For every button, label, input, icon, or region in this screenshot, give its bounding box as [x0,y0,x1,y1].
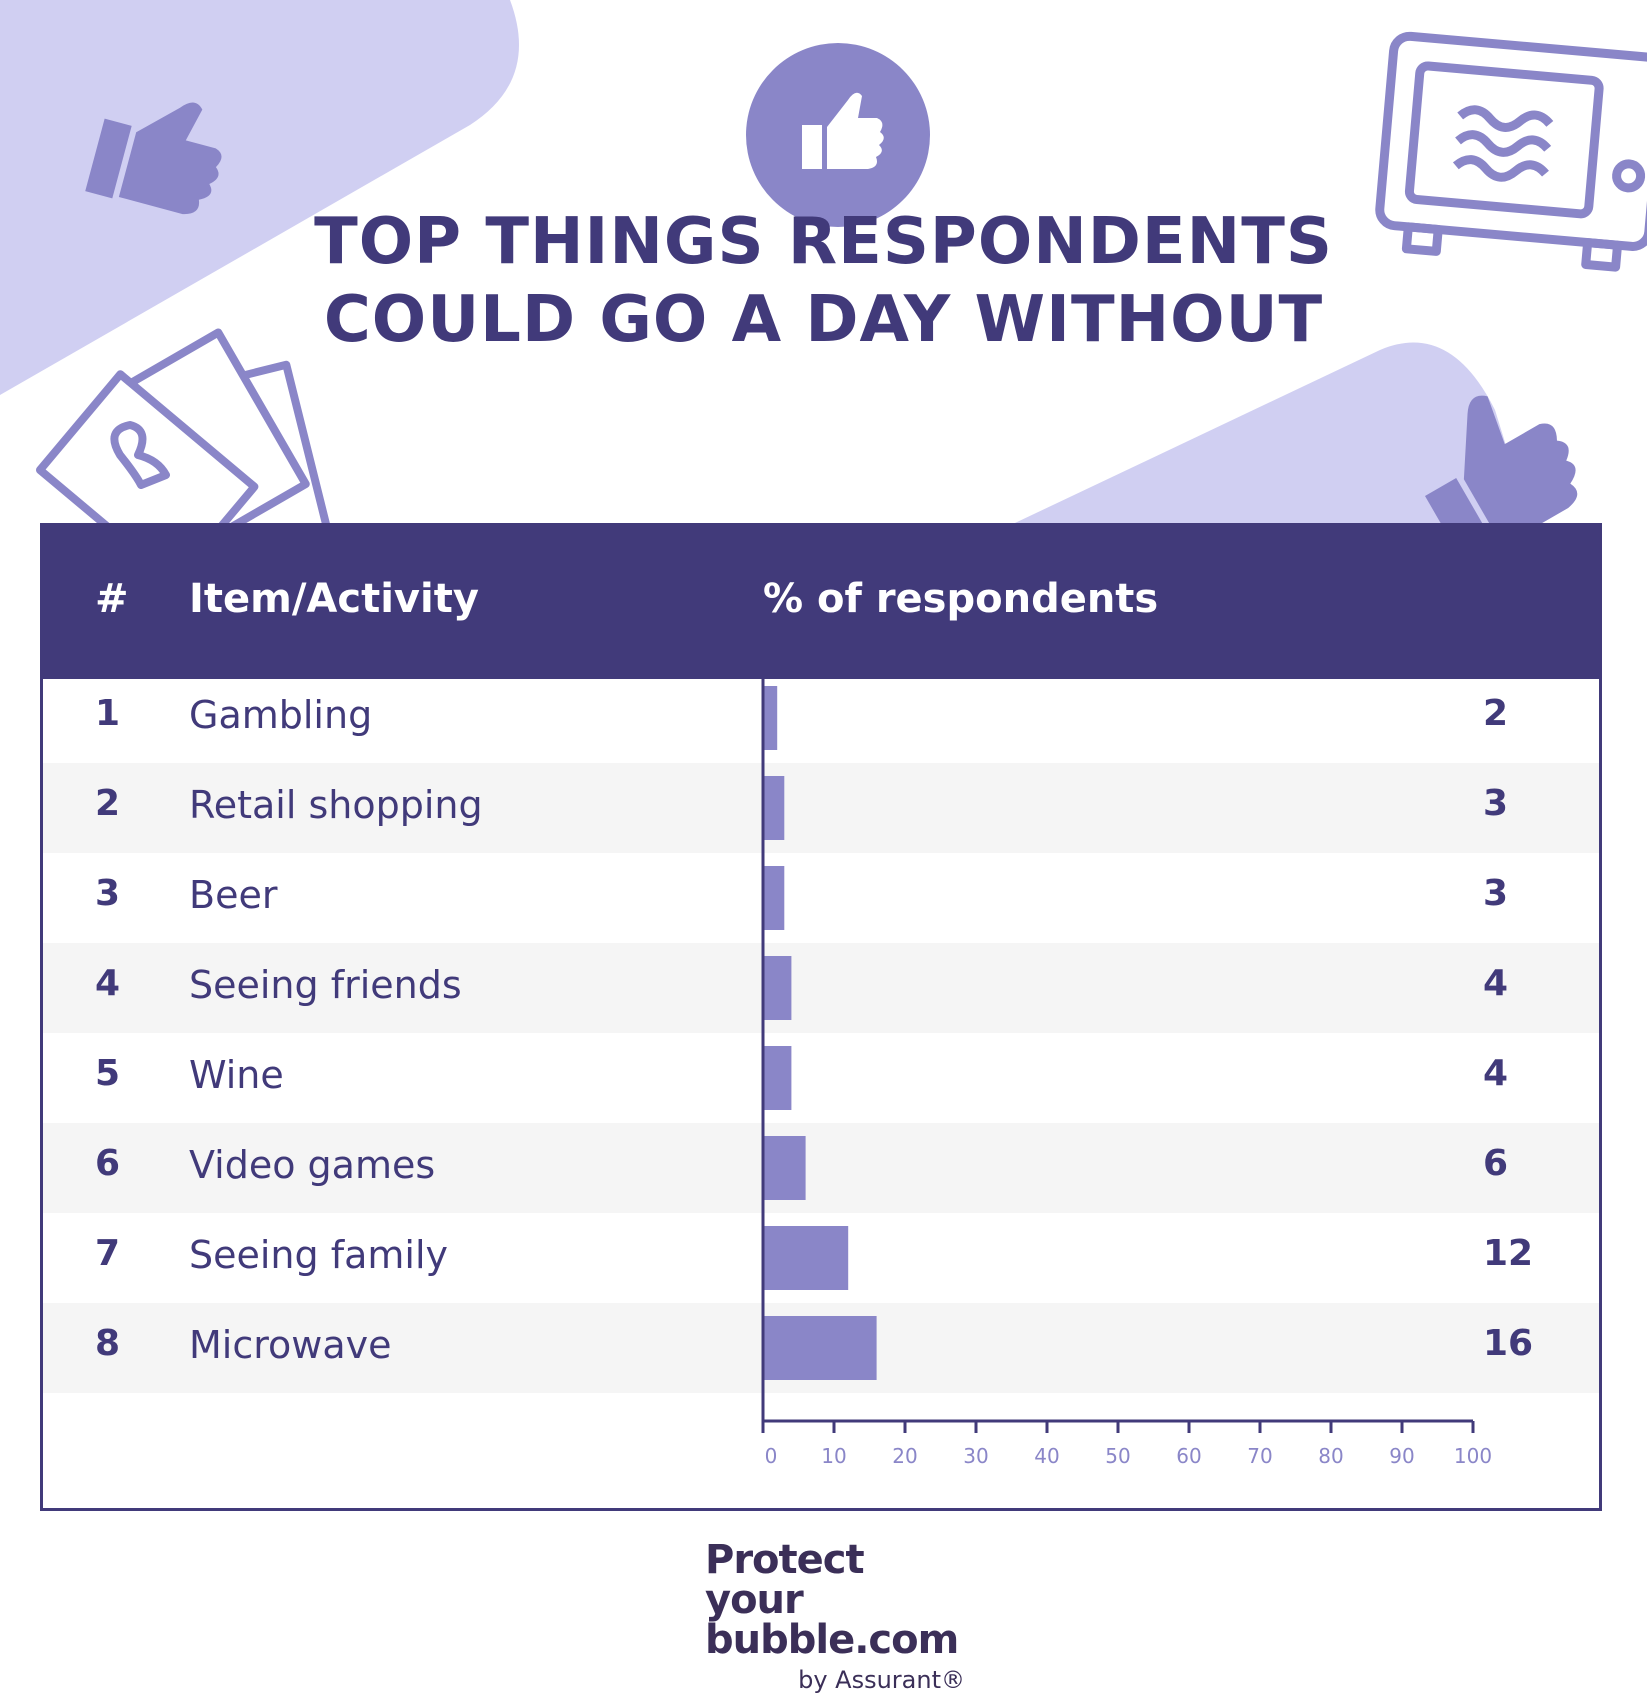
thumbs-up-icon [85,102,222,215]
table-row: 3 Beer 3 [43,853,1508,943]
brand-line-1: Protect your [705,1537,865,1623]
x-tick-label: 0 [765,1444,778,1468]
row-rank: 2 [95,783,121,824]
row-value-label: 4 [1483,1053,1509,1094]
row-rank: 4 [95,963,121,1004]
row-rank: 5 [95,1053,121,1094]
x-tick-label: 10 [821,1444,846,1468]
row-value-label: 6 [1483,1143,1509,1184]
results-table: # Item/Activity % of respondents 1 Gambli… [40,523,1602,1511]
table-header: # Item/Activity % of respondents [43,526,1599,679]
header-percent: % of respondents [763,576,1159,622]
row-value-label: 3 [1483,783,1509,824]
bar-retail-shopping [763,776,785,840]
table-row: 6 Video games 6 [43,1123,1599,1213]
table-row: 1 Gambling 2 [43,673,1508,763]
row-rank: 6 [95,1143,121,1184]
row-rank: 8 [95,1323,121,1364]
x-tick-label: 50 [1105,1444,1130,1468]
row-rank: 3 [95,873,121,914]
x-tick-label: 20 [892,1444,917,1468]
thumbs-up-badge-icon [746,43,930,227]
row-rank: 7 [95,1233,121,1274]
brand-logo: Protect your bubble.com by Assurant® [705,1540,965,1694]
table-row: 7 Seeing family 12 [43,1213,1533,1303]
row-item-label: Video games [189,1143,436,1187]
x-tick-label: 90 [1389,1444,1414,1468]
row-item-label: Microwave [189,1323,392,1367]
row-item-label: Seeing family [189,1233,449,1277]
x-tick-label: 40 [1034,1444,1059,1468]
bar-chart: 0 10 20 30 40 50 60 70 80 90 100 [761,676,1492,1468]
bar-beer [763,866,785,930]
top-left-blob [0,0,519,395]
header-rank: # [95,576,129,622]
row-value-label: 3 [1483,873,1509,914]
header-item: Item/Activity [189,576,479,622]
brand-line-3: by Assurant® [798,1666,965,1694]
x-tick-label: 70 [1247,1444,1272,1468]
bar-wine [763,1046,792,1110]
right-blob [1015,342,1530,523]
table-row: 2 Retail shopping 3 [43,763,1599,853]
bar-gambling [763,686,778,750]
x-tick-label: 30 [963,1444,988,1468]
row-item-label: Wine [189,1053,284,1097]
bar-seeing-friends [763,956,792,1020]
row-item-label: Beer [189,873,278,917]
row-item-label: Seeing friends [189,963,462,1007]
table-row: 4 Seeing friends 4 [43,943,1599,1033]
bar-video-games [763,1136,806,1200]
x-tick-label: 100 [1454,1444,1492,1468]
row-value-label: 12 [1483,1233,1534,1274]
row-value-label: 16 [1483,1323,1534,1364]
row-item-label: Retail shopping [189,783,483,827]
bar-microwave [763,1316,877,1380]
row-item-label: Gambling [189,693,373,737]
x-tick-label: 80 [1318,1444,1343,1468]
x-tick-label: 60 [1176,1444,1201,1468]
bar-seeing-family [763,1226,849,1290]
table-row: 5 Wine 4 [43,1033,1508,1123]
row-value-label: 4 [1483,963,1509,1004]
chart-title-line-1: TOP THINGS RESPONDENTS [314,205,1333,279]
row-rank: 1 [95,693,121,734]
brand-line-2: bubble.com [705,1617,959,1663]
row-value-label: 2 [1483,693,1509,734]
microwave-icon [1375,31,1647,272]
chart-title-line-2: COULD GO A DAY WITHOUT [323,283,1324,357]
